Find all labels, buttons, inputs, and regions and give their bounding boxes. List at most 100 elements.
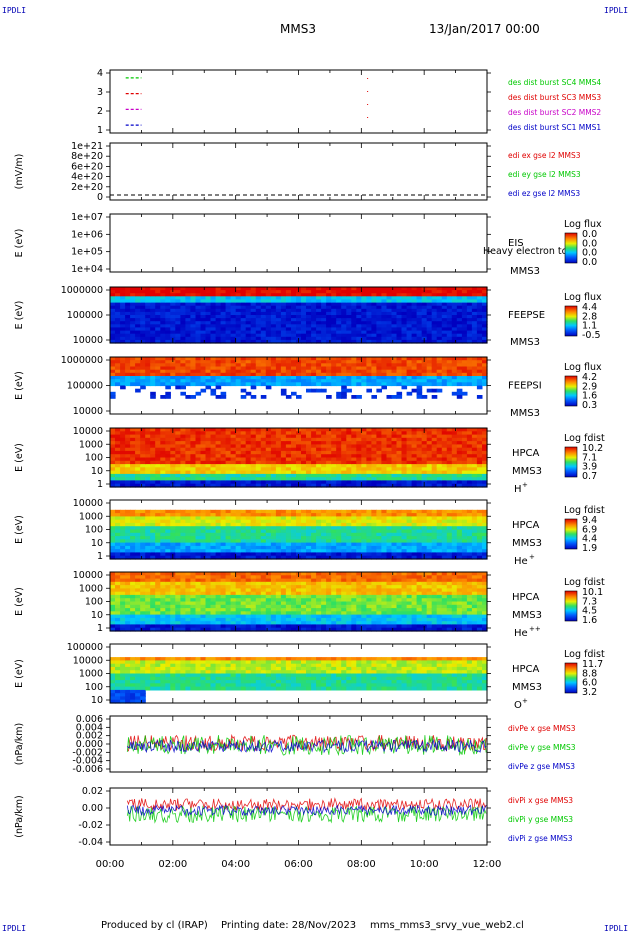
y-tick-label: 1 <box>97 479 103 490</box>
series-line-3 <box>126 804 487 817</box>
heatmap-feepse <box>110 287 488 344</box>
legend-entry-3: divPi z gse MMS3 <box>508 834 573 843</box>
y-axis-label: E (eV) <box>14 371 25 400</box>
spacecraft-label: MMS3 <box>512 538 542 549</box>
legend-entry-2: edi ey gse l2 MMS3 <box>508 170 581 179</box>
y-tick-label: 1000 <box>79 511 103 522</box>
colorbar-tick-label: 0.0 <box>582 229 597 240</box>
colorbar-tick-label: 7.1 <box>582 452 597 463</box>
panel-divpi: 0.02 0.00 -0.02 -0.04 (nPa/km) divPi x gse MM… <box>14 786 573 848</box>
heatmap-hpca-o <box>110 657 488 704</box>
y-tick-label: 10 <box>91 466 103 477</box>
series-line-3 <box>126 738 487 754</box>
figure: 4 3 2 1 des dist burst SC4 MMS4 des dist burs… <box>14 68 605 870</box>
legend-entry-2: des dist burst SC3 MMS3 <box>508 93 601 102</box>
colorbar-tick-label: 10.2 <box>582 443 603 454</box>
colorbar-tick-label: 0.7 <box>582 471 597 482</box>
y-tick-label: 0.000 <box>76 739 103 750</box>
instrument-label: HPCA <box>512 592 540 603</box>
spacecraft-label: MMS3 <box>510 408 540 419</box>
series-line-2 <box>126 805 487 824</box>
colorbar-tick-label: 6.9 <box>582 524 597 535</box>
colorbar-tick-label: 3.9 <box>582 462 597 473</box>
panel-hpca-hepp: 10000 1000 100 10 1 E (eV) HPCA MMS3 He ++ Log fdi… <box>14 570 605 639</box>
y-axis-label: E (eV) <box>14 301 25 330</box>
y-tick-label: 10 <box>91 695 103 706</box>
y-tick-label: 4 <box>97 68 103 79</box>
colorbar <box>564 662 578 694</box>
heatmap-hpca-he <box>110 509 488 560</box>
colorbar-title: Log flux <box>564 362 602 373</box>
colorbar-title: Log fdist <box>564 577 605 588</box>
y-tick-label: -0.004 <box>72 756 103 767</box>
species-charge: + <box>522 481 528 489</box>
species-label: H <box>514 484 522 495</box>
corner-label-top-right: IPDLI <box>604 6 629 15</box>
footer-printing-date: Printing date: 28/Nov/2023 <box>221 920 357 931</box>
colorbar-tick-label: 7.3 <box>582 596 597 607</box>
colorbar-tick-label: 0.0 <box>582 257 597 268</box>
x-tick-label: 06:00 <box>284 859 313 870</box>
y-tick-label: 0.004 <box>76 722 103 733</box>
panel-burst: 4 3 2 1 des dist burst SC4 MMS4 des dist burs… <box>97 68 601 136</box>
legend-entry-1: divPe x gse MMS3 <box>508 724 576 733</box>
panel-feepse: 1000000 100000 10000 E (eV) FEEPSE MMS3 Log fl… <box>14 285 602 348</box>
heatmap-feepsi <box>110 357 488 399</box>
colorbar-tick-label: 6.0 <box>582 678 597 689</box>
y-tick-label: -0.02 <box>78 820 103 831</box>
y-tick-label: 2e+20 <box>71 182 103 193</box>
plot-frame <box>109 142 488 201</box>
y-tick-label: 3 <box>97 87 103 98</box>
instrument-label: HPCA <box>512 664 540 675</box>
x-tick-label: 10:00 <box>410 859 439 870</box>
footer-produced-by: Produced by cl (IRAP) <box>101 920 208 931</box>
y-tick-label: 1 <box>97 125 103 136</box>
y-tick-label: -0.04 <box>78 837 103 848</box>
y-axis-label: E (eV) <box>14 229 25 258</box>
corner-label-top-left: IPDLI <box>2 6 27 15</box>
panel-eis: 1e+07 1e+06 1e+05 1e+04 E (eV) EIS MMS3 Heavy e… <box>14 212 602 277</box>
colorbar <box>564 305 578 337</box>
y-tick-label: 10000 <box>73 655 103 666</box>
y-tick-label: 1 <box>97 623 103 634</box>
colorbar-tick-label: 0.0 <box>582 248 597 259</box>
spacecraft-label: MMS3 <box>512 682 542 693</box>
species-label: He <box>514 556 528 567</box>
colorbar-tick-label: 11.7 <box>582 659 603 670</box>
instrument-label: FEEPSI <box>508 380 542 391</box>
y-tick-label: 10000 <box>73 335 103 346</box>
date-time: 13/Jan/2017 00:00 <box>429 22 540 36</box>
y-tick-label: 0.002 <box>76 731 103 742</box>
y-tick-label: 10000 <box>73 406 103 417</box>
y-tick-label: -0.002 <box>72 747 103 758</box>
corner-label-bottom-right: IPDLI <box>604 924 629 933</box>
y-tick-label: 0 <box>97 192 103 203</box>
x-tick-label: 08:00 <box>347 859 376 870</box>
y-tick-label: 100000 <box>67 642 103 653</box>
overlay-text: Heavy electron to <box>483 246 568 257</box>
y-tick-label: 10 <box>91 538 103 549</box>
species-charge: + <box>529 553 535 561</box>
instrument-label: HPCA <box>512 448 540 459</box>
spacecraft-label: MMS3 <box>512 466 542 477</box>
panel-hpca-o: 100000 10000 1000 100 10 E (eV) HPCA MMS3 O + Log … <box>14 642 605 711</box>
y-tick-label: 4e+20 <box>71 172 103 183</box>
y-tick-label: 1000000 <box>61 285 103 296</box>
panel-hpca-h: 10000 1000 100 10 1 E (eV) HPCA MMS3 H + Log fdist… <box>14 426 605 495</box>
colorbar-title: Log fdist <box>564 649 605 660</box>
colorbar <box>564 446 578 478</box>
legend-entry-2: divPe y gse MMS3 <box>508 743 576 752</box>
instrument-label: EIS <box>508 238 524 249</box>
spacecraft-label: MMS3 <box>510 266 540 277</box>
y-tick-label: 0.006 <box>76 714 103 725</box>
species-label: He <box>514 628 528 639</box>
corner-label-bottom-left: IPDLI <box>2 924 27 933</box>
y-tick-label: 1e+21 <box>71 141 103 152</box>
colorbar-tick-label: 2.8 <box>582 311 597 322</box>
x-tick-label: 00:00 <box>96 859 125 870</box>
y-tick-label: 1e+04 <box>71 264 103 275</box>
colorbar-tick-label: -0.5 <box>582 330 601 341</box>
instrument-label: HPCA <box>512 520 540 531</box>
species-charge: ++ <box>529 625 541 633</box>
